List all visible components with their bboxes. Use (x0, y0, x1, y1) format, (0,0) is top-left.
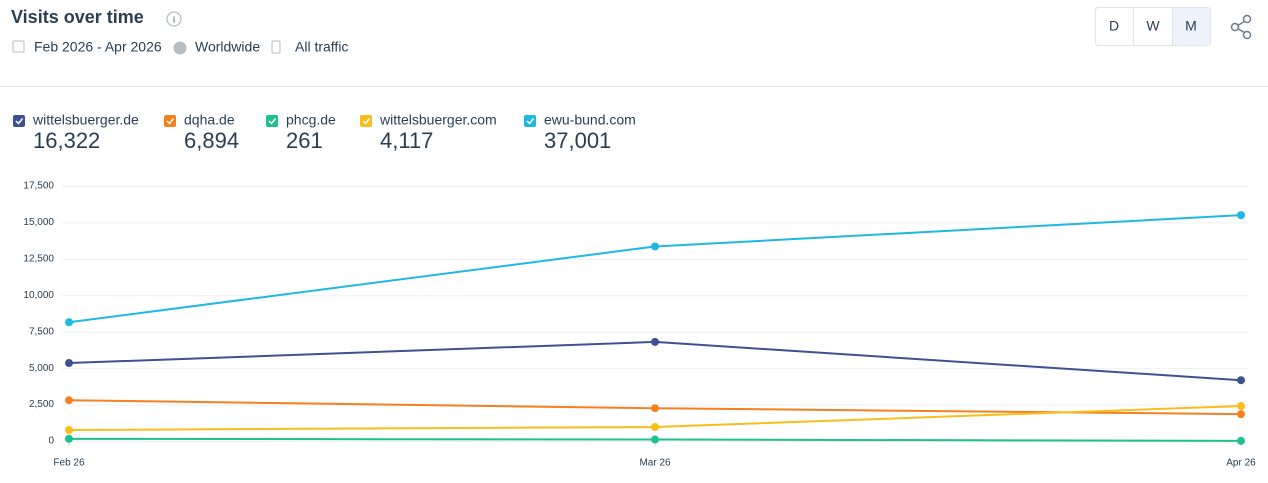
y-tick-label: 5,000 (29, 363, 54, 374)
legend-total: 16,322 (33, 128, 100, 153)
y-tick-label: 2,500 (29, 399, 54, 410)
y-tick-label: 17,500 (23, 181, 54, 192)
x-tick-label: Feb 26 (53, 458, 85, 469)
y-tick-label: 7,500 (29, 326, 54, 337)
share-icon[interactable] (1230, 14, 1252, 40)
legend-checkbox[interactable] (360, 115, 372, 127)
y-tick-label: 15,000 (23, 217, 54, 228)
legend-checkbox[interactable] (524, 115, 536, 127)
legend-check (362, 118, 371, 125)
legend-checkbox[interactable] (266, 115, 278, 127)
calendar-icon (12, 40, 25, 53)
selected-bg (1172, 8, 1210, 45)
globe-icon (173, 41, 187, 55)
traffic: All traffic (295, 39, 348, 55)
legend-name: phcg.de (286, 112, 336, 128)
device-icon (271, 40, 281, 54)
legend-total: 6,894 (184, 128, 239, 153)
data-point (65, 359, 73, 368)
widget-title: Visits over time (11, 7, 144, 27)
button-m[interactable]: M (1185, 18, 1197, 34)
info-glyph: i (173, 14, 175, 24)
legend-checkbox[interactable] (164, 115, 176, 127)
legend-total: 261 (286, 128, 323, 153)
button-w[interactable]: W (1146, 18, 1160, 34)
data-point (1237, 436, 1245, 445)
data-point (65, 318, 73, 327)
legend-total: 4,117 (380, 128, 433, 153)
x-tick-label: Apr 26 (1226, 458, 1256, 469)
legend-check (268, 118, 277, 125)
legend-check (526, 118, 535, 125)
legend-check (166, 118, 175, 125)
legend-name: wittelsbuerger.de (32, 112, 139, 128)
date-range: Feb 2026 - Apr 2026 (34, 39, 162, 55)
legend-name: dqha.de (184, 112, 235, 128)
legend-name: wittelsbuerger.com (379, 112, 497, 128)
data-point (1237, 376, 1245, 385)
y-tick-label: 10,000 (23, 290, 54, 301)
series-line (68, 340, 1242, 382)
x-tick-label: Mar 26 (639, 458, 671, 469)
data-point (65, 434, 73, 443)
data-point (1237, 211, 1245, 220)
data-point (651, 337, 659, 346)
data-point (651, 404, 659, 413)
data-point (651, 422, 659, 431)
y-tick-label: 0 (48, 436, 54, 447)
info-icon[interactable] (166, 11, 182, 27)
data-point (65, 396, 73, 405)
data-point (651, 435, 659, 444)
region: Worldwide (195, 39, 260, 55)
legend-total: 37,001 (544, 128, 611, 153)
y-tick-label: 12,500 (23, 253, 54, 264)
legend-checkbox[interactable] (13, 115, 25, 127)
series-line (68, 214, 1242, 324)
data-point (1237, 402, 1245, 411)
data-point (1237, 410, 1245, 419)
data-point (65, 425, 73, 434)
data-point (651, 242, 659, 251)
legend-name: ewu-bund.com (544, 112, 636, 128)
button-d[interactable]: D (1109, 18, 1119, 34)
legend-check (15, 118, 24, 125)
